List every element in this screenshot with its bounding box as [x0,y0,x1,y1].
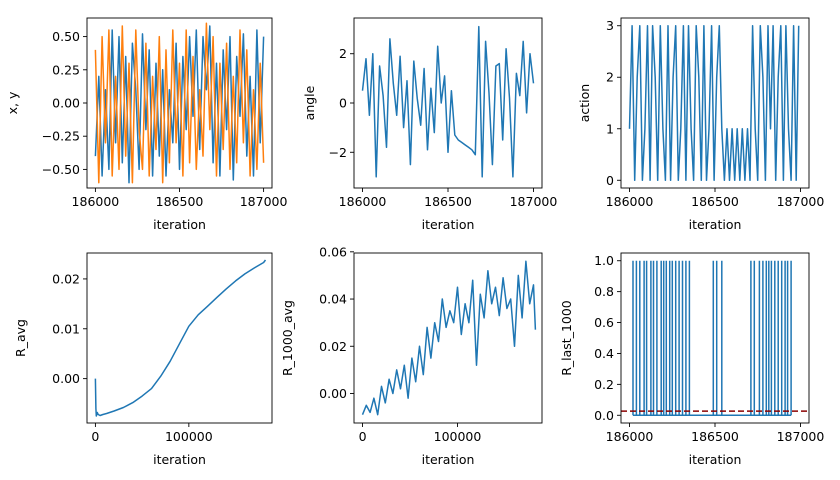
action-ticks: 186000 186500 187000 0 1 2 3 [606,18,825,209]
r-avg-ytick-label: 0.00 [52,371,80,386]
action-xtick-label: 187000 [777,194,825,209]
xy-xtick-label: 187000 [240,194,288,209]
action-ytick-label: 2 [606,70,614,85]
action-axes-frame [620,17,810,189]
angle-ticks: 186000 186500 187000 −2 0 2 [329,46,558,209]
r-1000-avg-ticks: 0 100000 0.00 0.02 0.04 0.06 [319,244,481,444]
r-1000-avg-series-0-line [361,260,537,416]
xy-ylabel: x, y [5,91,20,114]
xy-ytick-label: 0.25 [52,62,80,77]
r-last-1000-ytick-label: 0.4 [594,346,614,361]
r-last-1000-series-0-line [632,260,792,417]
xy-ytick-label: 0.00 [52,96,80,111]
angle-ytick-label: 2 [339,46,347,61]
r-avg-ytick-label: 0.01 [52,321,80,336]
angle-ylabel: angle [302,85,317,120]
action-ytick-label: 1 [606,121,614,136]
angle-xtick-label: 186500 [424,194,472,209]
r-avg-axes-frame [86,252,273,424]
action-xtick-label: 186500 [691,194,739,209]
r-avg-series-0-line [94,259,267,417]
r-1000-avg-ytick-label: 0.04 [319,292,347,307]
r-avg-ticks: 0 100000 0.00 0.01 0.02 [52,271,213,444]
panel-xy: 186000 186500 187000 −0.50 −0.25 0.00 0.25 0.50… [5,17,288,232]
r-avg-plot-area [94,259,267,417]
r-1000-avg-ytick-label: 0.06 [319,244,347,259]
action-series-0-line [628,24,800,182]
action-ytick-label: 3 [606,18,614,33]
r-1000-avg-xtick-label: 0 [359,429,367,444]
panel-action: 186000 186500 187000 0 1 2 3 iteration action [577,17,825,232]
r-1000-avg-axes-frame [353,252,543,424]
r-avg-xtick-label: 100000 [165,429,213,444]
r-avg-xlabel: iteration [153,452,206,467]
r-avg-ylabel: R_avg [13,319,28,357]
r-last-1000-ylabel: R_last_1000 [559,300,574,376]
angle-ytick-label: −2 [329,145,347,160]
r-last-1000-ytick-label: 0.6 [594,315,614,330]
r-last-1000-xtick-label: 186000 [606,429,654,444]
action-xlabel: iteration [689,217,742,232]
xy-ticks: 186000 186500 187000 −0.50 −0.25 0.00 0.25 0.50 [42,29,288,209]
xy-xtick-label: 186500 [156,194,204,209]
r-last-1000-xlabel: iteration [689,452,742,467]
panel-angle: 186000 186500 187000 −2 0 2 iteration angle [302,17,558,232]
xy-xlabel: iteration [153,217,206,232]
action-ylabel: action [577,84,592,122]
angle-series-0-line [361,25,535,178]
angle-axes-frame [353,17,543,189]
r-1000-avg-ytick-label: 0.00 [319,386,347,401]
angle-xlabel: iteration [422,217,475,232]
xy-ytick-label: −0.50 [42,162,80,177]
r-last-1000-xtick-label: 186500 [691,429,739,444]
xy-plot-area [94,22,265,184]
r-avg-xtick-label: 0 [91,429,99,444]
action-plot-area [628,24,800,182]
r-1000-avg-ytick-label: 0.02 [319,339,347,354]
r-last-1000-xtick-label: 187000 [777,429,825,444]
xy-ytick-label: −0.25 [42,129,80,144]
r-last-1000-ytick-label: 0.0 [594,408,614,423]
action-ytick-label: 0 [606,173,614,188]
panel-r-last-1000: 186000 186500 187000 0.0 0.2 0.4 0.6 0.8 1.0 ite… [559,252,824,467]
r-last-1000-ytick-label: 0.2 [594,377,614,392]
panel-r-1000-avg: 0 100000 0.00 0.02 0.04 0.06 iteration R_1000… [280,244,543,467]
r-avg-ytick-label: 0.02 [52,271,80,286]
r-last-1000-axes-frame [620,252,810,424]
xy-series-0-line [94,25,265,184]
panel-r-avg: 0 100000 0.00 0.01 0.02 iteration R_avg [13,252,273,467]
xy-axes-frame [86,17,273,189]
angle-plot-area [361,25,535,178]
action-xtick-label: 186000 [606,194,654,209]
xy-xtick-label: 186000 [72,194,120,209]
r-1000-avg-ylabel: R_1000_avg [280,300,295,376]
r-1000-avg-xtick-label: 100000 [434,429,482,444]
xy-ytick-label: 0.50 [52,29,80,44]
r-1000-avg-xlabel: iteration [422,452,475,467]
angle-ytick-label: 0 [339,96,347,111]
r-1000-avg-plot-area [361,260,537,416]
angle-xtick-label: 186000 [339,194,387,209]
xy-series-1-line [94,22,265,184]
r-last-1000-ytick-label: 0.8 [594,284,614,299]
r-last-1000-ticks: 186000 186500 187000 0.0 0.2 0.4 0.6 0.8 1.0 [594,253,824,444]
r-last-1000-plot-area [621,260,809,417]
r-last-1000-ytick-label: 1.0 [594,253,614,268]
angle-xtick-label: 187000 [510,194,558,209]
